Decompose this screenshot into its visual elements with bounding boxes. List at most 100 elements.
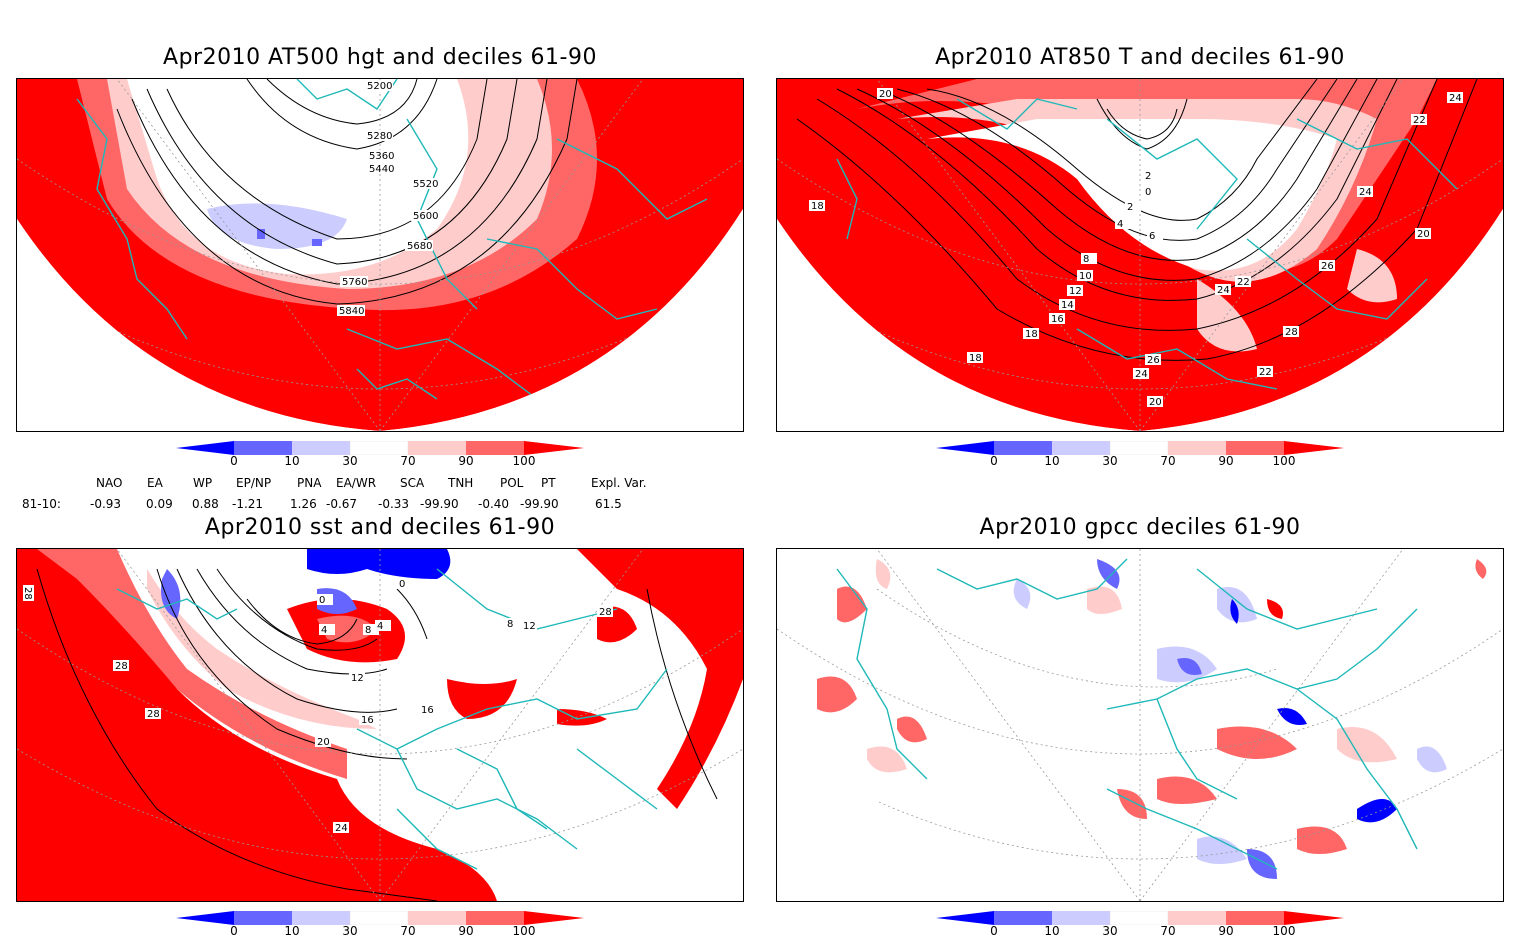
svg-text:18: 18 [969,353,982,364]
contour-label: 5600 [411,210,439,222]
contour-label: 8 [363,624,379,636]
svg-text:5760: 5760 [342,277,367,288]
svg-text:26: 26 [1147,355,1160,366]
colorbar-tick: 30 [342,454,358,468]
index-value: 1.26 [290,497,317,511]
svg-text:28: 28 [599,607,612,618]
contour-label: 5680 [405,240,433,252]
colorbar-tick: 70 [400,454,416,468]
index-value: -0.40 [478,497,510,511]
map-at850-svg: 20 18 24 22 24 20 2 0 2 4 6 8 10 12 14 1… [777,79,1503,431]
contour-label: 26 [1145,354,1161,366]
svg-text:4: 4 [377,621,383,632]
index-header: TNH [448,476,474,490]
contour-label: 4 [1115,218,1131,230]
contour-label: 20 [315,736,331,748]
contour-label: 26 [1319,260,1335,272]
svg-text:20: 20 [1417,229,1430,240]
contour-label: 16 [419,704,435,716]
svg-text:5520: 5520 [413,179,438,190]
map-at500-svg: 5200 5280 5360 5440 5520 5600 5680 5760 … [17,79,743,431]
contour-label: 12 [1067,285,1083,297]
index-value: -0.67 [326,497,358,511]
svg-text:18: 18 [811,201,824,212]
svg-text:5600: 5600 [413,211,438,222]
colorbar-p1: 0 10 30 70 90 100 [176,440,596,476]
svg-text:22: 22 [1413,115,1426,126]
colorbar-tick: 30 [1102,924,1118,938]
index-value: -0.93 [90,497,122,511]
map-at850-temp: 20 18 24 22 24 20 2 0 2 4 6 8 10 12 14 1… [776,78,1504,432]
index-header: EP/NP [236,476,272,490]
svg-text:5360: 5360 [369,151,394,162]
svg-text:0: 0 [319,595,325,606]
colorbar-tick: 10 [284,454,300,468]
contour-label: 24 [1447,92,1463,104]
contour-label: 2 [1125,201,1141,213]
svg-text:5840: 5840 [339,306,364,317]
index-value: -1.21 [232,497,264,511]
contour-label: 10 [1077,270,1093,282]
svg-text:24: 24 [1135,369,1148,380]
contour-label: 22 [1235,276,1251,288]
contour-label: 24 [333,822,349,834]
index-value: -99.90 [520,497,559,511]
colorbar-tick: 90 [1218,454,1234,468]
colorbar-tick: 70 [400,924,416,938]
decile-fill-low [207,203,347,249]
map-sst-svg: 28 28 28 0 0 4 8 4 12 16 16 20 24 12 8 2… [17,549,743,901]
contour-label: 24 [1133,368,1149,380]
colorbar-tick: 100 [1272,454,1296,468]
svg-text:20: 20 [317,737,330,748]
indices-header-row: NAO EA WP EP/NP PNA EA/WR SCA TNH POL PT… [0,476,760,492]
svg-text:2: 2 [1127,202,1133,213]
contour-label: 24 [1215,284,1231,296]
index-header: PT [541,476,556,490]
svg-text:26: 26 [1321,261,1334,272]
index-row-label: 81-10: [22,497,61,511]
svg-text:18: 18 [1025,329,1038,340]
index-header: PNA [297,476,322,490]
svg-text:12: 12 [351,673,364,684]
svg-text:14: 14 [1061,300,1074,311]
colorbar-tick: 10 [1044,454,1060,468]
contour-label: 22 [1257,366,1273,378]
contour-label: 5520 [411,178,439,190]
svg-text:24: 24 [1359,187,1372,198]
contour-label: 5760 [340,276,368,288]
colorbar-tick: 0 [230,454,238,468]
contour-label: 14 [1059,299,1075,311]
svg-text:22: 22 [1237,277,1250,288]
contour-label: 0 [1143,186,1159,198]
panel-title-sst: Apr2010 sst and deciles 61-90 [204,515,556,540]
svg-text:16: 16 [421,705,434,716]
svg-text:12: 12 [1069,286,1082,297]
colorbar-tick: 30 [342,924,358,938]
svg-text:5200: 5200 [367,81,392,92]
svg-text:5440: 5440 [369,164,394,175]
contour-label: 18 [809,200,825,212]
svg-text:4: 4 [1117,219,1123,230]
colorbar-tick: 10 [284,924,300,938]
contour-label: 18 [1023,328,1039,340]
index-header: EA/WR [336,476,377,490]
colorbar-tick: 100 [1272,924,1296,938]
colorbar-tick: 90 [458,924,474,938]
svg-text:24: 24 [335,823,348,834]
contour-label: 5280 [365,130,393,142]
contour-label: 28 [113,660,129,672]
contour-label: 24 [1357,186,1373,198]
map-gpcc-svg [777,549,1503,901]
index-value: 0.88 [192,497,219,511]
map-sst: 28 28 28 0 0 4 8 4 12 16 16 20 24 12 8 2… [16,548,744,902]
colorbar-p4: 0 10 30 70 90 100 [936,910,1356,946]
contour-label: 8 [1081,253,1097,265]
contour-label: 16 [1049,313,1065,325]
contour-label: 4 [375,620,391,632]
index-header: SCA [400,476,425,490]
svg-text:12: 12 [523,621,536,632]
svg-text:28: 28 [22,587,33,600]
contour-label: 5360 [367,150,395,162]
svg-text:16: 16 [1051,314,1064,325]
svg-text:16: 16 [361,715,374,726]
